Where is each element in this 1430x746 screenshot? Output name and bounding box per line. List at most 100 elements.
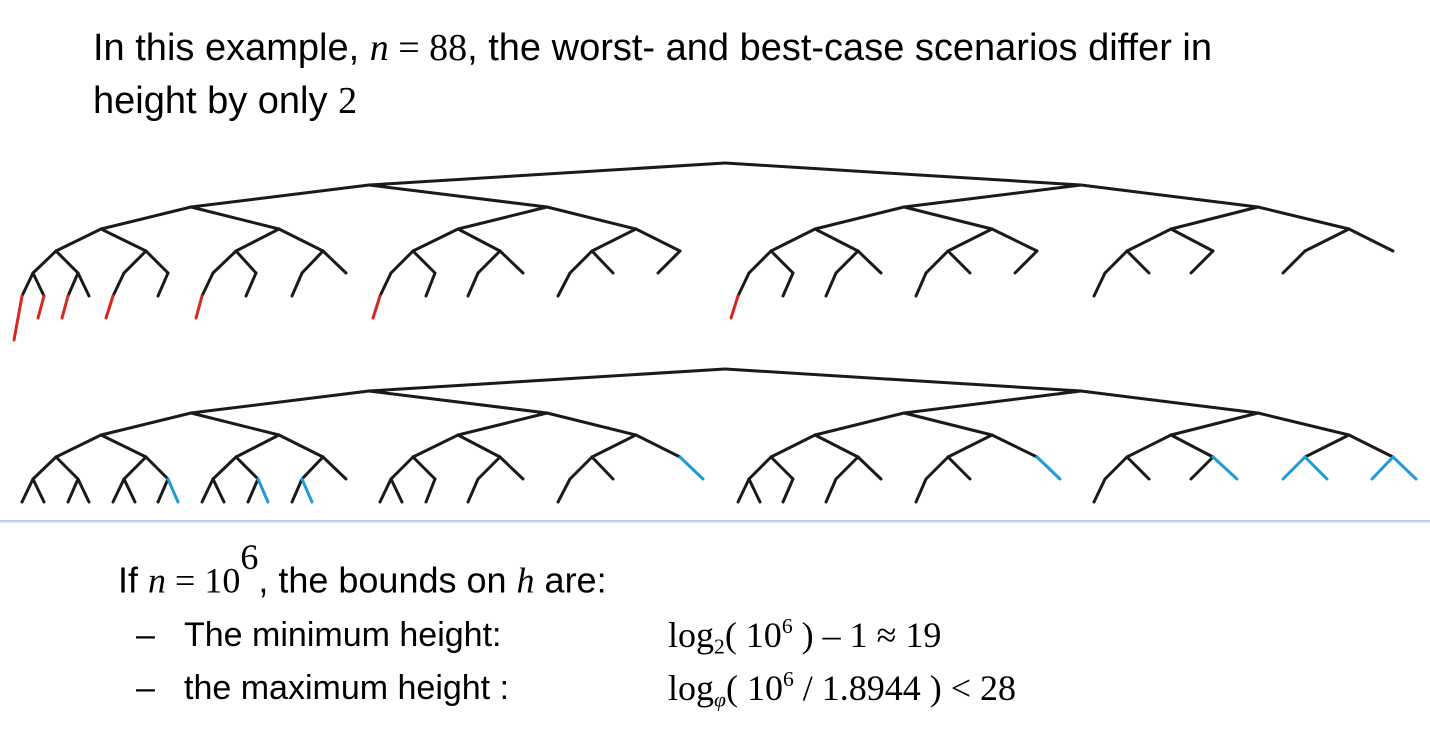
worst-case-extra-edge — [194, 294, 204, 320]
tree-edge — [914, 477, 928, 504]
tree-edge — [1303, 227, 1351, 253]
best-case-extra-edge — [678, 455, 705, 481]
tree-edge — [411, 249, 437, 275]
tree-edge — [234, 227, 281, 253]
tree-edge — [1125, 249, 1151, 275]
tree-edge — [76, 271, 91, 298]
tree-edge — [424, 271, 437, 298]
tree-edge — [99, 227, 148, 253]
tree-edge — [1103, 455, 1129, 481]
maximum-height-label: the maximum height : — [184, 669, 510, 707]
tree-edge — [189, 389, 371, 415]
tree-edge — [466, 477, 480, 504]
tree-edge — [111, 477, 126, 504]
worst-case-extra-edge — [60, 294, 70, 320]
title-line-2: height by only 2 — [93, 75, 1393, 128]
best-case-extra-edge — [1211, 455, 1239, 481]
variable-n: n — [369, 27, 389, 69]
formula-exponent: 6 — [782, 666, 794, 691]
tree-edge — [1303, 433, 1351, 459]
bounds-section: If n = 106, the bounds on h are: — [118, 539, 607, 601]
formula-arg: ( 10 — [724, 615, 782, 655]
tree-edge — [20, 271, 35, 298]
formula-rest: ) – 1 ≈ 19 — [792, 615, 942, 655]
tree-edge — [99, 205, 193, 231]
tree-edge — [723, 367, 1083, 393]
tree-edge — [111, 271, 126, 298]
tree-edge — [736, 271, 751, 298]
minimum-height-label: The minimum height: — [184, 616, 502, 654]
tree-edge — [736, 477, 751, 504]
tree-edge — [476, 249, 502, 275]
tree-edge — [389, 477, 404, 504]
tree-edge — [1092, 271, 1107, 298]
tree-edge — [31, 249, 58, 275]
tree-edge — [498, 249, 525, 275]
best-case-extra-edge — [1281, 455, 1307, 481]
variable-n: n — [148, 560, 167, 601]
tree-edge — [747, 249, 773, 275]
best-case-extra-edge — [166, 477, 180, 504]
best-case-extra-edge — [256, 477, 270, 504]
tree-edge — [389, 455, 415, 481]
title-suffix: , the worst- and best-case scenarios dif… — [467, 27, 1213, 69]
tree-edge — [189, 205, 281, 231]
tree-edge — [321, 455, 348, 481]
tree-edge — [411, 455, 437, 481]
tree-edge — [902, 411, 994, 437]
tree-edge — [424, 477, 437, 504]
tree-edge — [723, 161, 1083, 187]
tree-edge — [946, 227, 994, 253]
tree-edge — [1169, 433, 1215, 459]
height-difference-value: 2 — [338, 80, 358, 122]
tree-edge — [54, 227, 103, 253]
best-case-extra-edge — [1370, 455, 1395, 481]
tree-edge — [244, 271, 258, 298]
tree-edge — [200, 477, 215, 504]
tree-edge — [769, 249, 795, 275]
tree-edge — [66, 477, 80, 504]
tree-edge — [54, 433, 103, 459]
tree-edge — [568, 455, 594, 481]
best-case-extra-edge — [1391, 455, 1418, 481]
tree-edge — [1169, 205, 1260, 231]
tree-edge — [234, 455, 260, 481]
tree-edge — [1281, 249, 1307, 275]
tree-edge — [367, 183, 549, 209]
slide-title: In this example, n = 88, the worst- and … — [93, 22, 1393, 128]
tree-edge — [300, 455, 325, 481]
tree-edge — [20, 477, 35, 504]
tree-edge — [31, 271, 46, 298]
tree-edge — [54, 455, 80, 481]
tree-diagrams — [12, 161, 1418, 504]
tree-edge — [946, 249, 972, 275]
tree-edge — [1125, 433, 1173, 459]
tree-edge — [156, 271, 170, 298]
tree-edge — [234, 433, 281, 459]
tree-edge — [634, 433, 682, 459]
tree-edge — [656, 249, 682, 275]
tree-edge — [813, 411, 906, 437]
tree-edge — [122, 455, 148, 481]
tree-edge — [122, 249, 148, 275]
best-case-tree — [20, 367, 1418, 504]
tree-edge — [834, 249, 860, 275]
tree-edge — [545, 205, 638, 231]
tree-edge — [476, 455, 502, 481]
tree-edge — [456, 411, 549, 437]
tree-edge — [813, 227, 860, 253]
tree-edge — [389, 249, 415, 275]
tree-edge — [99, 433, 148, 459]
tree-edge — [924, 455, 950, 481]
tree-edge — [498, 455, 525, 481]
tree-edge — [1189, 249, 1215, 275]
tree-edge — [568, 249, 594, 275]
log-text: log — [668, 615, 715, 655]
tree-edge — [1256, 205, 1351, 231]
tree-edge — [824, 271, 838, 298]
tree-edge — [556, 477, 572, 504]
tree-edge — [31, 455, 58, 481]
bullet-dash: – — [136, 669, 155, 707]
tree-edge — [211, 477, 226, 504]
tree-edge — [211, 249, 238, 275]
